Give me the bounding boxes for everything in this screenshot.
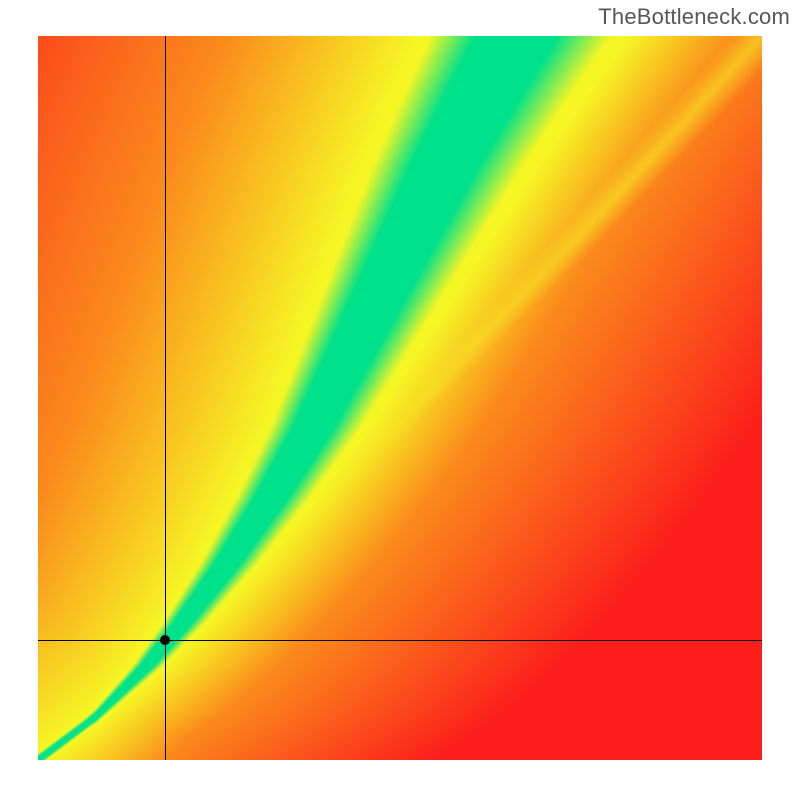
bottleneck-heatmap	[38, 36, 762, 760]
crosshair-horizontal	[38, 640, 762, 641]
crosshair-vertical	[165, 36, 166, 760]
heatmap-canvas	[38, 36, 762, 760]
crosshair-marker	[160, 635, 170, 645]
watermark-text: TheBottleneck.com	[598, 4, 790, 30]
